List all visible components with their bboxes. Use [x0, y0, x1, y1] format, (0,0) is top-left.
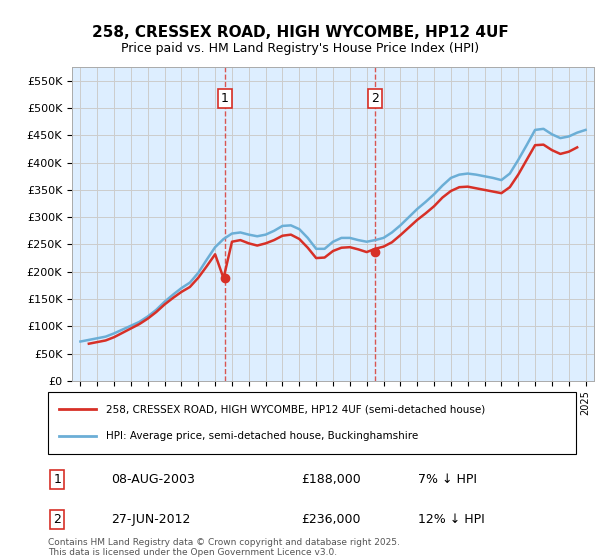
Text: 258, CRESSEX ROAD, HIGH WYCOMBE, HP12 4UF: 258, CRESSEX ROAD, HIGH WYCOMBE, HP12 4U… [92, 25, 508, 40]
Text: 1: 1 [221, 92, 229, 105]
Text: 258, CRESSEX ROAD, HIGH WYCOMBE, HP12 4UF (semi-detached house): 258, CRESSEX ROAD, HIGH WYCOMBE, HP12 4U… [106, 404, 485, 414]
Text: £236,000: £236,000 [301, 513, 361, 526]
Text: 08-AUG-2003: 08-AUG-2003 [112, 473, 195, 486]
Text: 2: 2 [53, 513, 61, 526]
Text: 2: 2 [371, 92, 379, 105]
Text: 7% ↓ HPI: 7% ↓ HPI [418, 473, 476, 486]
Text: 12% ↓ HPI: 12% ↓ HPI [418, 513, 484, 526]
Text: 27-JUN-2012: 27-JUN-2012 [112, 513, 191, 526]
Text: HPI: Average price, semi-detached house, Buckinghamshire: HPI: Average price, semi-detached house,… [106, 431, 418, 441]
FancyBboxPatch shape [48, 392, 576, 454]
Text: £188,000: £188,000 [301, 473, 361, 486]
Text: Price paid vs. HM Land Registry's House Price Index (HPI): Price paid vs. HM Land Registry's House … [121, 42, 479, 55]
Text: 1: 1 [53, 473, 61, 486]
Text: Contains HM Land Registry data © Crown copyright and database right 2025.
This d: Contains HM Land Registry data © Crown c… [48, 538, 400, 557]
